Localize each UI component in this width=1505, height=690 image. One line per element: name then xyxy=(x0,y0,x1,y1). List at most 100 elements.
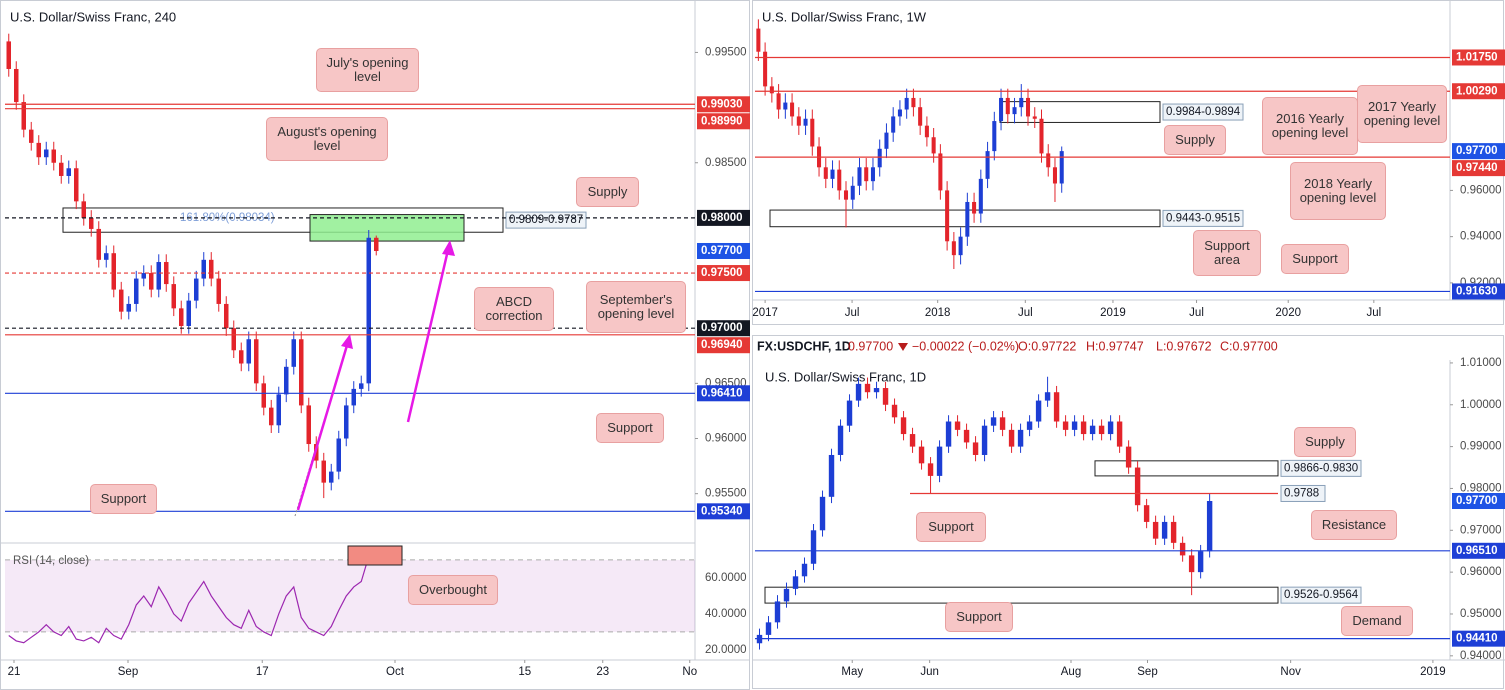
x-tick-label: Jul xyxy=(1018,307,1033,319)
candle-body xyxy=(1044,392,1051,401)
candle-body xyxy=(366,237,371,384)
callout: Support xyxy=(945,602,1013,632)
callout: August's opening level xyxy=(266,117,388,161)
callout: Support xyxy=(1281,244,1349,274)
zone xyxy=(999,101,1161,123)
candle-body xyxy=(864,167,869,182)
candle-body xyxy=(965,201,970,237)
header-low: L:0.97672 xyxy=(1156,339,1212,353)
candle-body xyxy=(864,383,871,393)
arrow xyxy=(296,341,350,511)
price-tag xyxy=(697,385,750,402)
candle-body xyxy=(823,167,828,179)
price-tag xyxy=(1452,542,1505,559)
candle-body xyxy=(999,417,1006,430)
price-tag-label: 0.98000 xyxy=(701,212,743,224)
candle-body xyxy=(1071,421,1078,430)
candle-body xyxy=(796,116,801,126)
candle-body xyxy=(931,137,936,154)
candle-body xyxy=(21,102,26,130)
candle-body xyxy=(374,237,379,251)
rsi-title: RSI (14, close) xyxy=(13,555,89,567)
price-tag-label: 0.97500 xyxy=(701,267,743,279)
candle-body xyxy=(1025,97,1031,117)
candle-body xyxy=(1134,467,1141,506)
callout: ABCD correction xyxy=(474,287,554,331)
candle-body xyxy=(819,496,826,531)
candle-body xyxy=(351,388,356,406)
x-tick-label: 2019 xyxy=(1100,307,1126,319)
price-tag-label: 0.98990 xyxy=(701,115,743,127)
candle-body xyxy=(1170,521,1177,543)
candle-body xyxy=(134,278,139,304)
header-last: 0.97700 xyxy=(848,339,893,353)
candle-body xyxy=(276,394,281,426)
level-label: 0.9788 xyxy=(1284,488,1319,500)
candle-body xyxy=(1188,555,1195,573)
rsi-tick-label: 20.0000 xyxy=(705,644,747,656)
price-tag xyxy=(1452,493,1505,510)
header-symbol: FX:USDCHF, 1D xyxy=(757,339,851,353)
y-tick-label: 0.99000 xyxy=(1460,441,1502,453)
change-arrow xyxy=(898,343,908,351)
zone-label-box xyxy=(1280,459,1362,477)
zone-label: 0.9443-0.9515 xyxy=(1166,212,1240,224)
callout: 2018 Yearly opening level xyxy=(1290,162,1386,220)
candle-body xyxy=(990,417,997,426)
price-tag xyxy=(1452,143,1505,160)
candle-body xyxy=(790,102,795,117)
price-tag xyxy=(697,265,750,282)
candle-body xyxy=(1161,521,1168,539)
candle-body xyxy=(1052,167,1057,184)
candle-body xyxy=(945,421,952,447)
zone xyxy=(1094,460,1279,477)
candle-body xyxy=(1053,392,1060,422)
candle-body xyxy=(111,253,116,290)
candle-body xyxy=(857,167,862,186)
candle-body xyxy=(992,121,997,152)
callout: 2017 Yearly opening level xyxy=(1357,85,1447,143)
y-tick-label: 0.96000 xyxy=(1460,566,1502,578)
price-tag-label: 0.97000 xyxy=(701,322,743,334)
candle-body xyxy=(897,109,902,117)
callout: Resistance xyxy=(1311,510,1397,540)
candle-body xyxy=(1107,421,1114,435)
x-tick-label: 2020 xyxy=(1275,307,1301,319)
candle-body xyxy=(985,151,990,179)
x-tick-label: 17 xyxy=(256,666,269,678)
x-tick-label: Jul xyxy=(1189,307,1204,319)
candle-body xyxy=(999,97,1004,122)
candle-body xyxy=(51,149,56,163)
candle-body xyxy=(911,97,916,108)
zone-label-box xyxy=(1280,586,1362,604)
candle-body xyxy=(254,339,259,384)
price-tag-label: 0.95340 xyxy=(701,505,743,517)
candle-body xyxy=(96,228,101,260)
candle-body xyxy=(776,93,781,110)
candle-body xyxy=(830,169,835,179)
x-tick-label: Aug xyxy=(1061,666,1081,678)
x-tick-label: Sep xyxy=(118,666,138,678)
candle-body xyxy=(29,129,34,143)
x-tick-label: Jul xyxy=(1366,307,1381,319)
candle-body xyxy=(850,185,855,200)
candle-body xyxy=(774,601,781,623)
candle-body xyxy=(336,438,341,472)
price-tag xyxy=(1452,160,1505,177)
price-tag xyxy=(697,320,750,337)
candle-body xyxy=(89,217,94,229)
candle-body xyxy=(284,366,289,395)
candle-body xyxy=(769,86,774,94)
candle-body xyxy=(783,102,788,110)
x-tick-label: No xyxy=(682,666,697,678)
candle-body xyxy=(66,168,71,176)
candle-body xyxy=(179,308,184,326)
candle-body xyxy=(765,622,772,635)
candle-body xyxy=(882,388,889,405)
candle-body xyxy=(972,201,977,214)
candle-body xyxy=(186,300,191,326)
candle-body xyxy=(783,588,790,602)
callout: Overbought xyxy=(408,575,498,605)
candle-body xyxy=(1206,501,1213,552)
price-tag xyxy=(697,96,750,113)
